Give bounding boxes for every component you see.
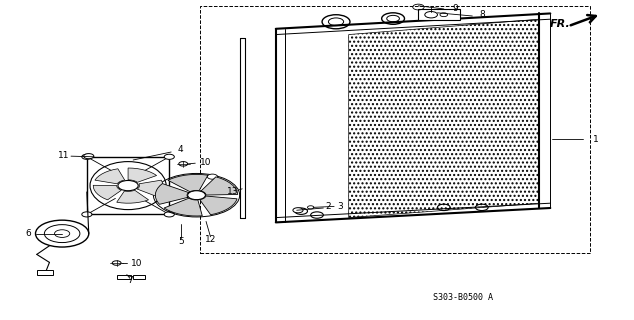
Polygon shape	[164, 198, 202, 216]
Text: 9: 9	[452, 4, 458, 13]
Text: 5: 5	[178, 237, 184, 246]
Circle shape	[293, 208, 303, 213]
Text: 8: 8	[479, 10, 485, 19]
Circle shape	[164, 212, 174, 217]
Text: 1: 1	[593, 135, 599, 144]
Polygon shape	[95, 169, 125, 184]
Circle shape	[164, 154, 174, 159]
Text: 11: 11	[58, 151, 69, 160]
Polygon shape	[155, 184, 189, 204]
Circle shape	[84, 154, 94, 159]
Bar	[133, 275, 145, 279]
Text: S303-B0500 A: S303-B0500 A	[433, 293, 493, 302]
Polygon shape	[93, 185, 121, 200]
Bar	[37, 270, 53, 275]
Circle shape	[179, 162, 188, 166]
Circle shape	[188, 191, 205, 200]
Text: 10: 10	[131, 259, 142, 268]
Bar	[200, 6, 590, 253]
Circle shape	[82, 212, 92, 217]
Polygon shape	[201, 177, 238, 195]
Text: 4: 4	[178, 145, 183, 154]
Polygon shape	[117, 190, 148, 203]
Text: 2: 2	[326, 202, 331, 211]
Bar	[418, 9, 460, 20]
Text: 12: 12	[205, 236, 216, 244]
Polygon shape	[137, 180, 163, 196]
Text: 13: 13	[227, 188, 238, 196]
Text: 7: 7	[127, 276, 133, 285]
Text: 6: 6	[25, 229, 32, 238]
Circle shape	[112, 261, 121, 265]
Text: FR.: FR.	[550, 19, 570, 29]
Polygon shape	[168, 174, 208, 192]
Circle shape	[207, 174, 217, 179]
Polygon shape	[200, 196, 237, 215]
Text: 10: 10	[200, 158, 212, 167]
Circle shape	[82, 154, 92, 159]
Bar	[87, 157, 169, 214]
Text: 3: 3	[337, 202, 344, 211]
Polygon shape	[128, 168, 157, 182]
Circle shape	[118, 180, 138, 191]
Bar	[117, 275, 131, 279]
